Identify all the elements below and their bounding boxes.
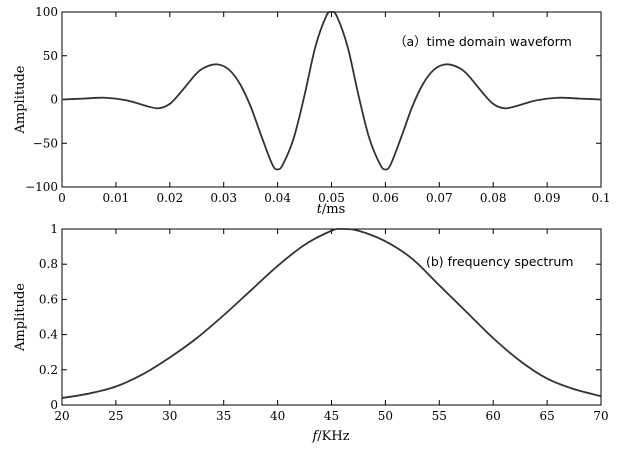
x-tick-label: 0.05 — [318, 191, 345, 205]
panel-frequency-spectrum: 20 25 30 35 40 45 50 55 60 65 70 0 0.2 0.4 0.6 0.8 1 (b… — [13, 222, 609, 444]
y-tick-label: 0 — [50, 398, 58, 412]
x-tick-labels: 20 25 30 35 40 45 50 55 60 65 70 — [54, 409, 608, 423]
x-tick-label: 30 — [162, 409, 177, 423]
x-tick-label: 0.08 — [480, 191, 507, 205]
x-tick-label: 50 — [378, 409, 393, 423]
y-tick-label: 50 — [43, 49, 58, 63]
y-axis-label: Amplitude — [13, 65, 28, 134]
x-tick-label: 0.01 — [103, 191, 130, 205]
panel-annotation: (b) frequency spectrum — [426, 254, 573, 269]
x-tick-label: 45 — [324, 409, 339, 423]
y-tick-label: 100 — [35, 5, 58, 19]
x-tick-label: 55 — [432, 409, 447, 423]
y-tick-labels: −100 −50 0 50 100 — [25, 5, 58, 194]
x-tick-label: 40 — [270, 409, 285, 423]
y-tick-label: 1 — [50, 222, 58, 236]
y-tick-label: 0 — [50, 93, 58, 107]
x-tick-label: 35 — [216, 409, 231, 423]
x-tick-label: 0.06 — [372, 191, 399, 205]
x-axis-label-unit: /KHz — [317, 429, 349, 444]
x-tick-label: 0.09 — [534, 191, 561, 205]
panel-annotation: （a）time domain waveform — [394, 34, 572, 49]
x-axis-label: t/ms — [317, 202, 346, 217]
x-axis-label-italic: f — [311, 429, 319, 444]
y-tick-label: 0.4 — [39, 328, 58, 342]
x-tick-label: 0.07 — [426, 191, 453, 205]
x-tick-label: 70 — [593, 409, 608, 423]
x-axis-label-italic: t — [317, 202, 323, 217]
x-tick-label: 0.02 — [156, 191, 183, 205]
y-axis-label: Amplitude — [13, 283, 28, 352]
x-tick-label: 0.04 — [264, 191, 291, 205]
series-line — [61, 227, 602, 399]
x-tick-label: 0.1 — [591, 191, 610, 205]
x-tick-labels: 0 0.01 0.02 0.03 0.04 0.05 0.06 0.07 0.08 0.09 0.1 — [58, 191, 610, 205]
y-tick-label: −50 — [33, 136, 58, 150]
y-tick-label: 0.6 — [39, 292, 58, 306]
y-tick-labels: 0 0.2 0.4 0.6 0.8 1 — [39, 222, 58, 412]
y-tick-label: −100 — [25, 180, 58, 194]
x-axis-label: f/KHz — [311, 429, 349, 444]
panel-time-domain: 0 0.01 0.02 0.03 0.04 0.05 0.06 0.07 0.08 0.09 0.1… — [13, 5, 611, 217]
x-tick-label: 25 — [108, 409, 123, 423]
tick-marks — [61, 228, 602, 406]
x-tick-label: 65 — [539, 409, 554, 423]
x-tick-label: 0 — [58, 191, 66, 205]
series-line — [61, 10, 602, 171]
x-tick-label: 0.03 — [210, 191, 237, 205]
y-tick-label: 0.2 — [39, 363, 58, 377]
y-tick-label: 0.8 — [39, 257, 58, 271]
x-tick-label: 20 — [54, 409, 69, 423]
x-axis-label-unit: /ms — [322, 202, 345, 217]
x-tick-label: 60 — [486, 409, 501, 423]
